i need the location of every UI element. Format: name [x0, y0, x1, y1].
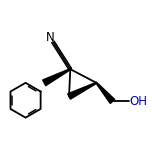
Text: OH: OH: [130, 95, 148, 108]
Polygon shape: [43, 69, 71, 86]
Polygon shape: [68, 82, 97, 99]
Text: N: N: [45, 31, 54, 44]
Polygon shape: [96, 83, 115, 103]
